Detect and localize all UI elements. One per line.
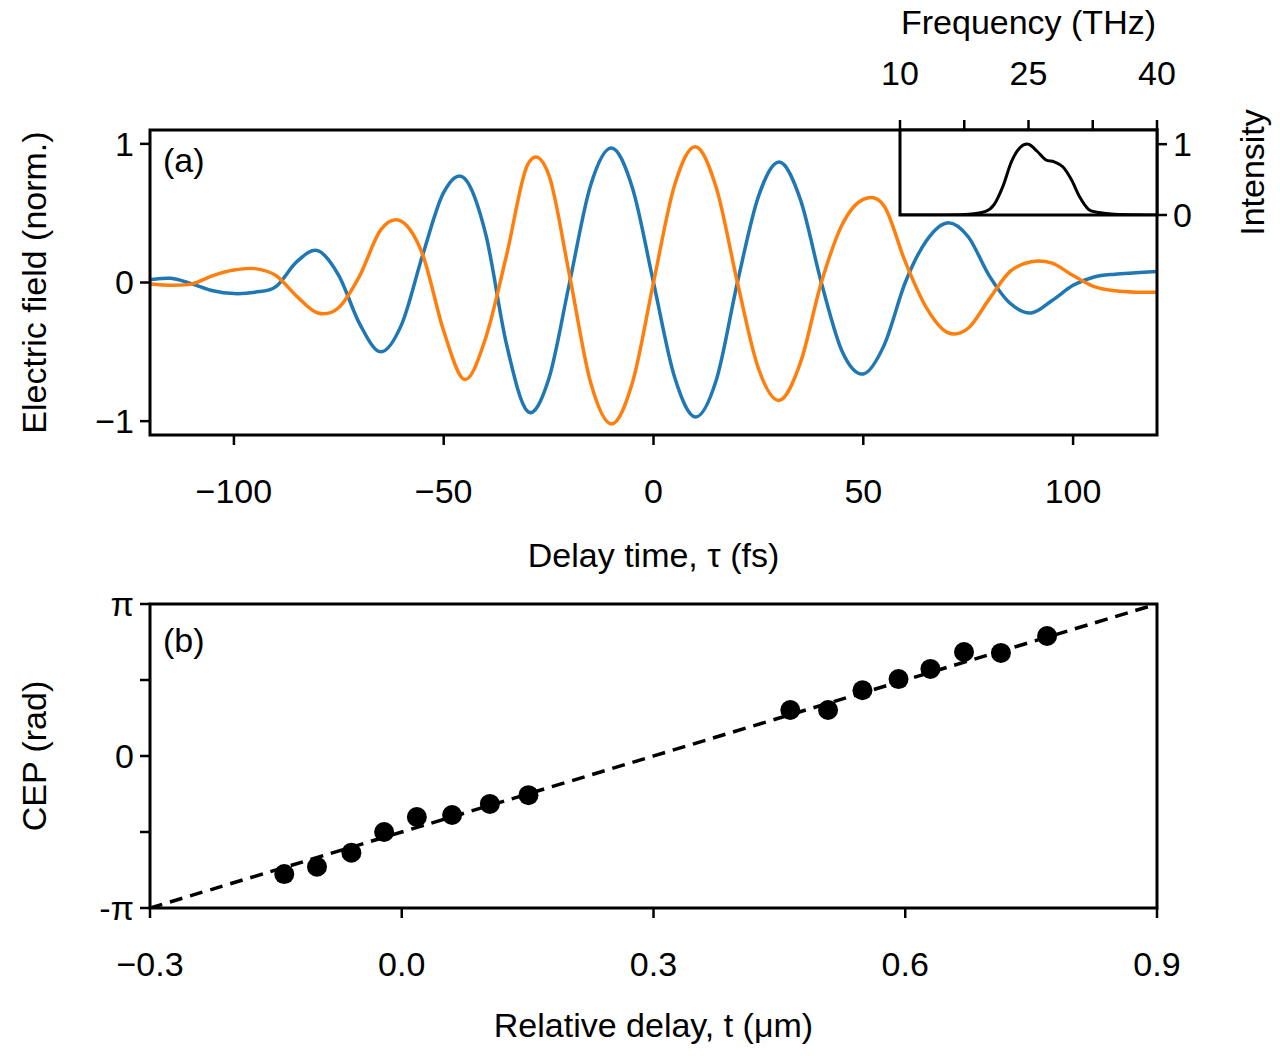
line-series — [900, 144, 1157, 215]
y-tick-label: 0 — [115, 263, 134, 301]
line-series — [150, 604, 1157, 908]
x-tick-label: 25 — [1010, 54, 1048, 92]
x-tick-label: 0.0 — [378, 945, 425, 983]
panel: −0.3 0.0 0.3 0.6 0.9 -π 0 π Relative delay, t (μ… — [15, 585, 1181, 1044]
x-tick-label: 50 — [844, 472, 882, 510]
inset-background — [900, 130, 1157, 215]
x-tick — [899, 120, 902, 130]
y-tick — [1157, 143, 1167, 146]
x-tick — [862, 435, 865, 445]
scatter-point — [407, 807, 427, 827]
y-axis-label: CEP (rad) — [15, 681, 53, 832]
x-tick — [904, 908, 907, 918]
y-tick-label: π — [111, 585, 134, 623]
y-tick-label: 1 — [115, 125, 134, 163]
y-tick — [1157, 214, 1167, 217]
panel-label: (b) — [163, 621, 205, 659]
x-tick — [233, 435, 236, 445]
x-tick — [1156, 120, 1159, 130]
y-tick — [140, 420, 150, 423]
y-tick — [140, 603, 150, 606]
x-tick — [1092, 120, 1095, 130]
x-tick-label: −100 — [196, 472, 273, 510]
x-tick-label: 40 — [1138, 54, 1176, 92]
x-axis-label: Frequency (THz) — [901, 3, 1156, 41]
x-tick — [149, 908, 152, 918]
plot-frame — [150, 604, 1157, 908]
x-tick — [401, 908, 404, 918]
y-tick — [140, 755, 150, 758]
plot-area — [150, 604, 1157, 908]
x-tick-label: −50 — [415, 472, 473, 510]
x-tick — [1156, 908, 1159, 918]
panel-label: (a) — [163, 141, 205, 179]
x-tick — [1027, 120, 1030, 130]
x-tick-label: 0.3 — [630, 945, 677, 983]
scatter-point — [852, 680, 872, 700]
x-tick — [652, 908, 655, 918]
plot-frame — [150, 130, 1157, 435]
y-axis-label: Intensity — [1233, 109, 1271, 236]
scatter-point — [307, 857, 327, 877]
x-tick-label: 0 — [644, 472, 663, 510]
scatter-point — [954, 642, 974, 662]
x-tick — [442, 435, 445, 445]
y-tick-label: 0 — [115, 737, 134, 775]
y-tick-label: 0 — [1173, 196, 1192, 234]
x-tick — [652, 435, 655, 445]
x-tick-label: 100 — [1045, 472, 1102, 510]
x-tick-label: −0.3 — [116, 945, 183, 983]
x-axis-label: Delay time, τ (fs) — [528, 536, 779, 574]
y-tick-label: 1 — [1173, 125, 1192, 163]
y-tick-label: -π — [99, 889, 134, 927]
x-tick — [1072, 435, 1075, 445]
x-tick-label: 10 — [881, 54, 919, 92]
y-tick — [140, 907, 150, 910]
y-tick — [140, 679, 150, 682]
panel: 10 25 40 0 1 Frequency (THz) Intensity — [881, 3, 1271, 236]
x-axis-label: Relative delay, t (μm) — [494, 1006, 813, 1044]
figure: −100−50050100−101Delay time, τ (fs)Elect… — [0, 0, 1280, 1056]
y-tick — [140, 831, 150, 834]
y-axis-label: Electric field (norm.) — [15, 131, 53, 433]
panel: −100 −50 0 50 100 −1 0 1 Delay time, τ (fs) Elect… — [15, 125, 1157, 574]
x-tick-label: 0.9 — [1133, 945, 1180, 983]
plot-frame — [900, 130, 1157, 215]
plot-area — [900, 144, 1157, 215]
scatter-point — [1037, 626, 1057, 646]
x-tick-label: 0.6 — [882, 945, 929, 983]
x-tick — [963, 120, 966, 130]
y-tick-label: −1 — [95, 402, 134, 440]
scatter-point — [818, 700, 838, 720]
y-tick — [140, 143, 150, 146]
y-tick — [140, 281, 150, 284]
